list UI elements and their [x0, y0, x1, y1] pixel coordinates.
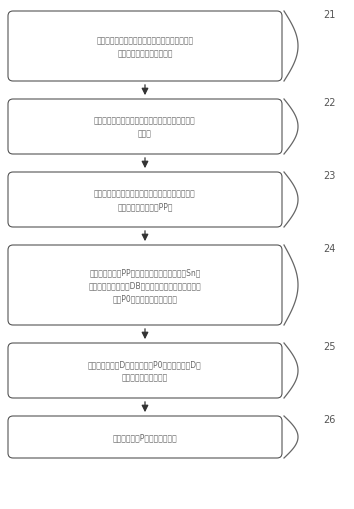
Text: 25: 25 [323, 342, 336, 351]
FancyBboxPatch shape [8, 344, 282, 398]
Text: 读取待解码数据；从各项输入数据的编码头数据
中，解码出各项编码参数；: 读取待解码数据；从各项输入数据的编码头数据 中，解码出各项编码参数； [96, 36, 194, 58]
Text: 从输入数据中，解码出对应的量子存储编码元素，
拼装出组合编码数据PP；: 从输入数据中，解码出对应的量子存储编码元素， 拼装出组合编码数据PP； [94, 189, 196, 211]
Text: 26: 26 [323, 414, 335, 424]
FancyBboxPatch shape [8, 416, 282, 458]
FancyBboxPatch shape [8, 245, 282, 325]
FancyBboxPatch shape [8, 12, 282, 82]
Text: 解密出源数据P，校验后输出；: 解密出源数据P，校验后输出； [113, 433, 177, 442]
Text: 23: 23 [323, 171, 335, 181]
Text: 24: 24 [323, 243, 335, 253]
Text: 根据编码参数中的各项数字摘要，校验数据是否被
篡改；: 根据编码参数中的各项数字摘要，校验数据是否被 篡改； [94, 116, 196, 138]
Text: 解码出随机密钥D和源数据密文P0；对随机密钥D、
源数据密文进行校验；: 解码出随机密钥D和源数据密文P0；对随机密钥D、 源数据密文进行校验； [88, 360, 202, 382]
Text: 从组合编码数据PP中，依据集成编码随机序码Sn，
解码出对称加密密钥DB的数据量子编码集合和源数据
密文P0的数据量子编码集合；: 从组合编码数据PP中，依据集成编码随机序码Sn， 解码出对称加密密钥DB的数据量… [88, 268, 201, 303]
FancyBboxPatch shape [8, 173, 282, 228]
Text: 21: 21 [323, 10, 335, 20]
Text: 22: 22 [323, 98, 336, 108]
FancyBboxPatch shape [8, 100, 282, 155]
